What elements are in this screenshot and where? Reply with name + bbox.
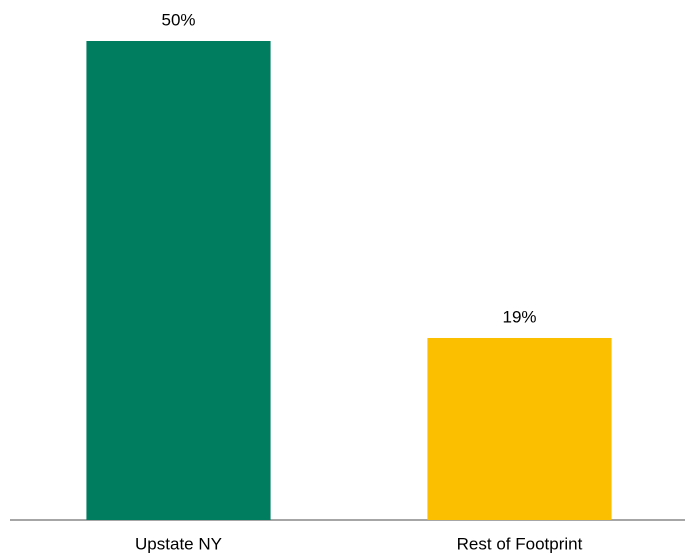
x-tick-label: Rest of Footprint bbox=[457, 534, 583, 553]
x-tick-label: Upstate NY bbox=[135, 534, 222, 553]
bar bbox=[86, 41, 271, 520]
value-label: 50% bbox=[161, 10, 195, 29]
bar bbox=[427, 337, 612, 520]
value-label: 19% bbox=[502, 307, 536, 326]
